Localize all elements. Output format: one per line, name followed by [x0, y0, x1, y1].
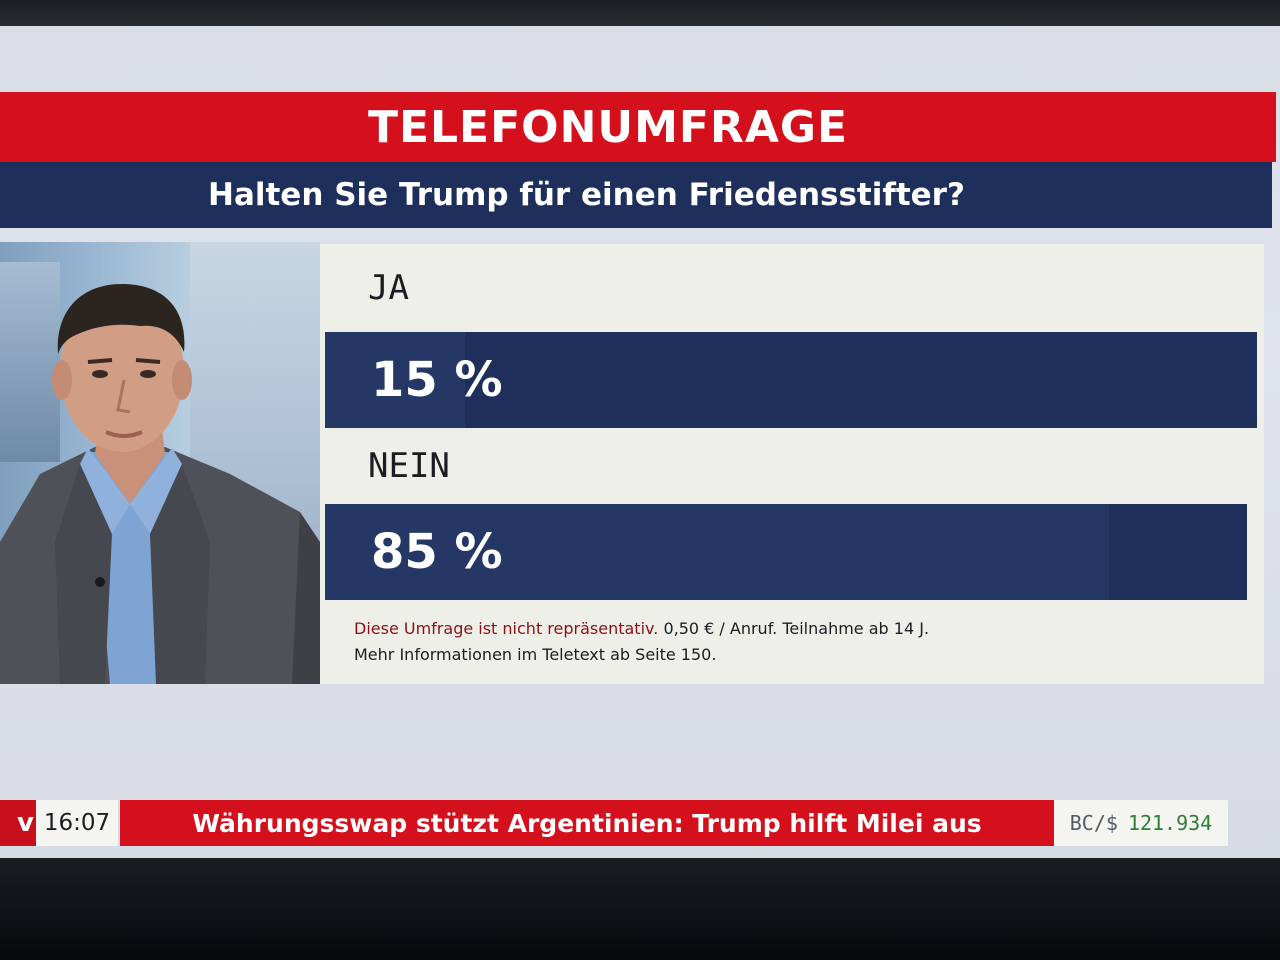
ticker-clock: 16:07 — [36, 800, 118, 846]
result-bar-ja: 15 % — [325, 332, 1257, 428]
result-bar-nein: 85 % — [325, 504, 1247, 600]
exchange-rate: BC/$ 121.934 — [1054, 800, 1228, 846]
poll-results-panel: JA 15 % NEIN 85 % Diese Umfrage ist nich… — [320, 244, 1264, 684]
news-anchor-image — [0, 242, 320, 684]
result-bar-fill-nein — [325, 504, 1109, 600]
poll-title-bar: TELEFONUMFRAGE — [0, 92, 1276, 162]
tv-screen: TELEFONUMFRAGE Halten Sie Trump für eine… — [0, 0, 1280, 880]
disclaimer-not-representative: Diese Umfrage ist nicht repräsentativ. — [354, 619, 659, 638]
channel-logo: v — [0, 800, 36, 846]
question-bar: Halten Sie Trump für einen Friedensstift… — [0, 162, 1272, 228]
ticker-headline: Währungsswap stützt Argentinien: Trump h… — [120, 800, 1054, 846]
poll-title: TELEFONUMFRAGE — [367, 101, 849, 153]
result-value-nein: 85 % — [371, 524, 503, 580]
option-label-ja: JA — [368, 268, 409, 308]
disclaimer-cost: 0,50 € / Anruf. Teilnahme ab 14 J. — [663, 619, 930, 638]
news-ticker: v 16:07 Währungsswap stützt Argentinien:… — [0, 800, 1228, 846]
result-value-ja: 15 % — [371, 352, 503, 408]
option-label-nein: NEIN — [368, 446, 450, 486]
poll-disclaimer: Diese Umfrage ist nicht repräsentativ. 0… — [354, 616, 929, 668]
tv-bezel-bottom — [0, 858, 1280, 960]
tv-bezel-top — [0, 0, 1280, 26]
disclaimer-teletext: Mehr Informationen im Teletext ab Seite … — [354, 645, 717, 664]
rate-value: 121.934 — [1127, 811, 1213, 835]
rate-symbol: BC/$ — [1069, 811, 1118, 835]
poll-question: Halten Sie Trump für einen Friedensstift… — [208, 177, 965, 213]
result-bar-fill-ja — [325, 332, 465, 428]
